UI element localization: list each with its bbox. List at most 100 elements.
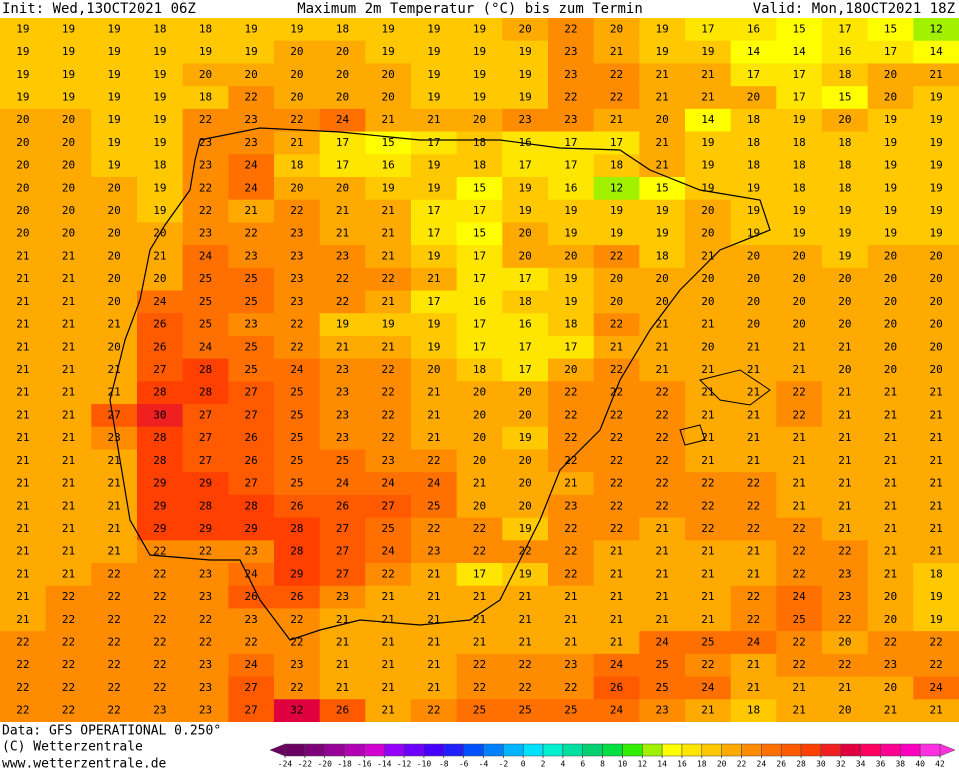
scale-tick-label: -6 xyxy=(459,760,469,769)
temperature-cell xyxy=(730,18,777,42)
temperature-value: 21 xyxy=(108,454,121,467)
temperature-value: 20 xyxy=(838,363,851,376)
temperature-value: 21 xyxy=(610,590,623,603)
temperature-value: 21 xyxy=(16,340,29,353)
temperature-cell xyxy=(639,131,686,155)
temperature-value: 21 xyxy=(382,340,395,353)
temperature-cell xyxy=(822,517,869,541)
scale-swatch xyxy=(304,743,325,757)
temperature-value: 19 xyxy=(656,227,669,240)
temperature-cell xyxy=(91,699,138,723)
temperature-value: 25 xyxy=(656,681,669,694)
temperature-value: 15 xyxy=(656,181,669,194)
temperature-value: 18 xyxy=(838,181,851,194)
scale-tick-label: -8 xyxy=(439,760,449,769)
temperature-value: 19 xyxy=(930,204,943,217)
temperature-cell xyxy=(822,267,869,292)
temperature-cell xyxy=(639,358,686,382)
temperature-cell xyxy=(685,540,732,564)
temperature-value: 21 xyxy=(62,249,75,262)
temperature-value: 22 xyxy=(427,704,440,717)
temperature-value: 23 xyxy=(199,590,212,603)
temperature-cell xyxy=(228,154,275,178)
temperature-cell xyxy=(411,653,458,678)
temperature-cell xyxy=(730,608,777,632)
temperature-value: 14 xyxy=(701,113,715,126)
temperature-value: 23 xyxy=(336,249,349,262)
temperature-cell xyxy=(593,313,640,337)
temperature-value: 19 xyxy=(290,22,303,35)
temperature-cell xyxy=(228,699,275,723)
temperature-value: 22 xyxy=(290,340,303,353)
temperature-cell xyxy=(456,18,503,42)
temperature-value: 22 xyxy=(610,68,623,81)
temperature-value: 21 xyxy=(62,545,75,558)
temperature-cell xyxy=(913,426,959,450)
temperature-cell xyxy=(548,199,595,223)
temperature-cell xyxy=(228,222,275,246)
temperature-cell xyxy=(274,676,321,700)
temperature-value: 25 xyxy=(245,363,258,376)
temperature-value: 29 xyxy=(153,499,166,512)
temperature-cell xyxy=(319,131,366,155)
scale-tick-label: -10 xyxy=(417,760,432,769)
temperature-value: 19 xyxy=(519,45,532,58)
temperature-cell xyxy=(456,63,503,87)
temperature-cell xyxy=(411,131,458,155)
temperature-cell xyxy=(274,449,321,473)
temperature-cell xyxy=(867,131,914,155)
temperature-value: 21 xyxy=(16,545,29,558)
temperature-cell xyxy=(45,494,92,519)
temperature-cell xyxy=(365,585,412,609)
temperature-cell xyxy=(137,585,184,609)
temperature-value: 21 xyxy=(62,431,75,444)
temperature-cell xyxy=(411,154,458,178)
temperature-cell xyxy=(730,517,777,541)
temperature-value: 22 xyxy=(16,704,29,717)
temperature-value: 20 xyxy=(108,181,121,194)
scale-tick-label: 24 xyxy=(757,760,767,769)
temperature-cell xyxy=(45,358,92,382)
temperature-value: 21 xyxy=(838,408,851,421)
scale-tick-label: -12 xyxy=(397,760,412,769)
temperature-cell xyxy=(776,494,823,519)
temperature-value: 21 xyxy=(108,522,121,535)
temperature-value: 22 xyxy=(747,522,760,535)
temperature-cell xyxy=(730,176,777,201)
temperature-cell xyxy=(0,699,47,723)
temperature-value: 19 xyxy=(747,204,760,217)
temperature-value: 21 xyxy=(838,499,851,512)
temperature-cell xyxy=(91,313,138,337)
scale-swatch xyxy=(900,743,921,757)
temperature-value: 22 xyxy=(153,567,166,580)
temperature-cell xyxy=(822,585,869,609)
temperature-cell xyxy=(867,676,914,700)
temperature-value: 28 xyxy=(153,386,166,399)
temperature-value: 20 xyxy=(656,113,669,126)
temperature-value: 20 xyxy=(519,249,532,262)
temperature-value: 32 xyxy=(290,704,303,717)
temperature-value: 19 xyxy=(473,22,486,35)
scale-swatch xyxy=(840,743,861,757)
temperature-cell xyxy=(730,631,777,655)
temperature-value: 23 xyxy=(564,68,577,81)
temperature-cell xyxy=(685,563,732,587)
temperature-value: 21 xyxy=(747,545,760,558)
temperature-value: 28 xyxy=(199,499,212,512)
temperature-cell xyxy=(411,40,458,64)
temperature-value: 14 xyxy=(793,45,807,58)
temperature-cell xyxy=(274,585,321,609)
temperature-value: 23 xyxy=(245,113,258,126)
temperature-value: 19 xyxy=(884,159,897,172)
temperature-value: 20 xyxy=(930,340,943,353)
temperature-cell xyxy=(548,335,595,360)
temperature-cell xyxy=(182,176,229,201)
temperature-value: 22 xyxy=(656,499,669,512)
temperature-value: 21 xyxy=(793,340,806,353)
temperature-cell xyxy=(137,245,184,269)
temperature-value: 19 xyxy=(108,113,121,126)
temperature-cell xyxy=(685,494,732,519)
temperature-cell xyxy=(913,653,959,678)
temperature-cell xyxy=(182,517,229,541)
temperature-value: 19 xyxy=(930,136,943,149)
